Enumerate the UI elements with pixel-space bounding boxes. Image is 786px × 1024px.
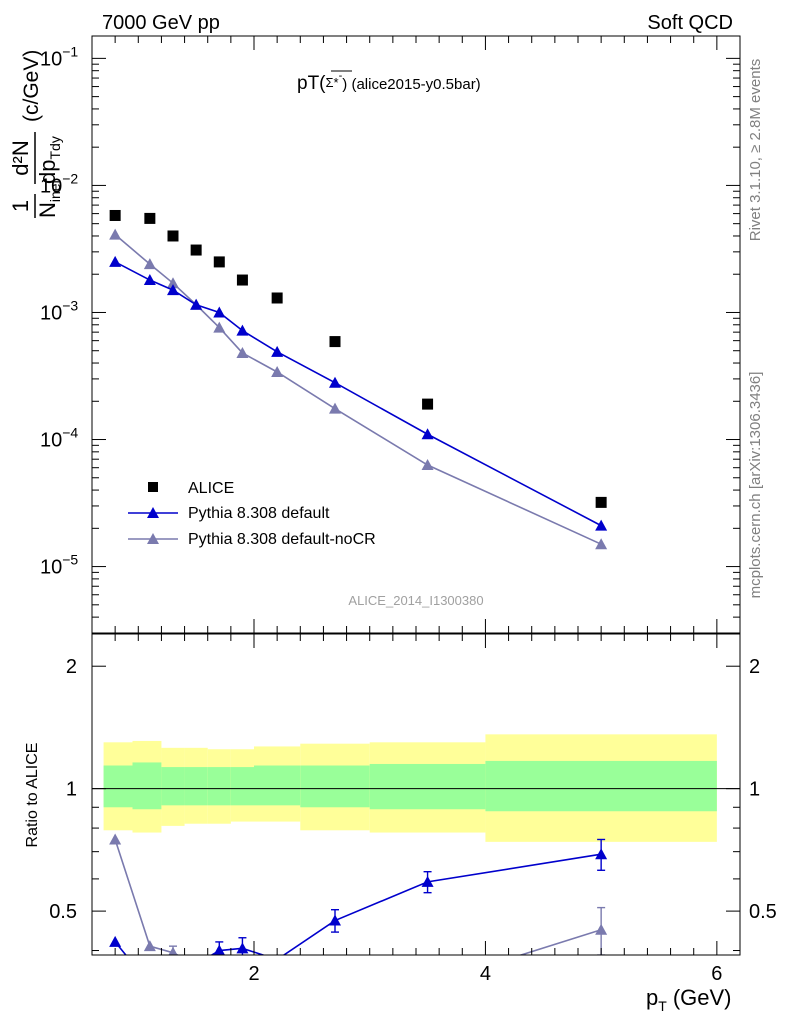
main-alice-point bbox=[329, 336, 341, 348]
main-nocr-point bbox=[271, 365, 284, 377]
main-alice-point bbox=[190, 244, 202, 256]
main-default-point bbox=[109, 255, 122, 267]
main-nocr-point bbox=[167, 277, 179, 289]
x-tick-label: 6 bbox=[711, 963, 722, 985]
svg-text:(c/GeV): (c/GeV) bbox=[20, 50, 43, 122]
main-alice-point bbox=[167, 230, 179, 242]
ratio-y-tick-label: 2 bbox=[66, 656, 77, 678]
x-axis-label: pT (GeV) bbox=[646, 985, 732, 1014]
svg-text:1: 1 bbox=[8, 200, 33, 212]
ratio-default-point bbox=[236, 942, 249, 954]
ratio-band-inner bbox=[132, 762, 162, 810]
ratio-default-point bbox=[144, 979, 156, 990]
main-alice-point bbox=[595, 496, 607, 508]
ratio-nocr-point bbox=[236, 1014, 248, 1024]
main-y-tick-label: 10−3 bbox=[40, 297, 78, 324]
legend: ALICE Pythia 8.308 default Pythia 8.308 … bbox=[128, 480, 376, 548]
legend-alice-marker bbox=[148, 482, 158, 492]
main-y-tick-label: 10−5 bbox=[40, 552, 78, 579]
svg-text:dpTdy: dpTdy bbox=[35, 136, 63, 184]
main-default-point bbox=[595, 519, 608, 531]
main-y-tick-label: 10−2 bbox=[40, 170, 78, 197]
legend-nocr-label: Pythia 8.308 default-noCR bbox=[188, 531, 376, 548]
x-tick-label: 4 bbox=[480, 963, 491, 985]
ratio-band-inner bbox=[230, 767, 254, 806]
ratio-default-point bbox=[213, 944, 225, 955]
main-y-tick-label: 10−4 bbox=[40, 425, 78, 452]
header-category-label: Soft QCD bbox=[647, 12, 733, 34]
main-y-tick-label: 10−1 bbox=[40, 43, 78, 70]
main-alice-point bbox=[144, 212, 156, 224]
legend-alice-label: ALICE bbox=[188, 480, 234, 497]
ratio-default-point bbox=[109, 935, 122, 947]
ratio-y-tick-label: 0.5 bbox=[49, 901, 77, 923]
ratio-y-tick-label-right: 0.5 bbox=[749, 901, 777, 923]
main-alice-point bbox=[213, 256, 225, 268]
ratio-nocr-point bbox=[190, 958, 202, 969]
ratio-default-point bbox=[329, 914, 341, 926]
ratio-nocr-point bbox=[213, 995, 225, 1006]
main-default-point bbox=[329, 376, 341, 388]
ratio-nocr-point bbox=[109, 833, 122, 845]
ratio-band-inner bbox=[485, 760, 717, 812]
main-default-point bbox=[271, 345, 284, 357]
ratio-y-tick-label: 1 bbox=[66, 779, 77, 801]
main-default-line bbox=[114, 261, 602, 527]
main-alice-point bbox=[109, 209, 121, 221]
main-default-point bbox=[190, 298, 203, 310]
main-nocr-point bbox=[595, 538, 608, 550]
main-nocr-point bbox=[236, 346, 249, 358]
svg-text:d²N: d²N bbox=[8, 140, 33, 175]
ratio-default-line bbox=[114, 853, 602, 955]
legend-nocr-marker bbox=[147, 533, 159, 544]
main-alice-point bbox=[422, 398, 434, 410]
ratio-band-inner bbox=[369, 763, 486, 810]
header-energy-label: 7000 GeV pp bbox=[102, 12, 220, 34]
main-default-point bbox=[236, 324, 249, 336]
ratio-default-point bbox=[167, 956, 179, 967]
analysis-watermark: ALICE_2014_I1300380 bbox=[348, 593, 483, 608]
ratio-band-inner bbox=[161, 767, 185, 806]
main-nocr-point bbox=[109, 228, 122, 240]
ratio-nocr-point bbox=[143, 940, 156, 952]
plot-title: pT(Σ*-) (alice2015-y0.5bar) bbox=[297, 70, 481, 94]
ratio-nocr-point bbox=[422, 979, 434, 990]
ratio-nocr-point bbox=[168, 946, 178, 955]
y-axis-label-ratio: Ratio to ALICE bbox=[24, 743, 41, 848]
legend-default-marker bbox=[147, 507, 159, 518]
main-nocr-point bbox=[421, 459, 434, 471]
main-default-point bbox=[421, 428, 434, 440]
ratio-default-point bbox=[190, 958, 202, 969]
ratio-band-inner bbox=[184, 767, 208, 806]
main-nocr-point bbox=[329, 402, 341, 414]
x-tick-label: 2 bbox=[248, 963, 259, 985]
main-default-point bbox=[143, 274, 156, 286]
ratio-band-inner bbox=[300, 765, 370, 808]
ratio-default-point bbox=[595, 848, 608, 860]
main-default-point bbox=[167, 284, 179, 296]
ratio-band-inner bbox=[103, 765, 133, 808]
ratio-nocr-line bbox=[114, 839, 602, 955]
ratio-y-tick-label-right: 1 bbox=[749, 779, 760, 801]
ratio-band-inner bbox=[207, 767, 231, 806]
main-default-point bbox=[213, 306, 226, 318]
main-alice-point bbox=[271, 292, 283, 304]
rivet-version-label: Rivet 3.1.10, ≥ 2.8M events bbox=[747, 59, 764, 242]
ratio-nocr-point bbox=[271, 1021, 283, 1024]
main-alice-point bbox=[236, 274, 248, 286]
y-axis-label-main: 1 Ninel d²N dpTdy (c/GeV) bbox=[8, 50, 63, 218]
ratio-nocr-point bbox=[329, 995, 341, 1006]
ratio-band-inner bbox=[254, 765, 301, 806]
plot-title-particle: Σ* bbox=[326, 75, 339, 90]
svg-text:Ninel: Ninel bbox=[35, 180, 63, 218]
legend-default-label: Pythia 8.308 default bbox=[188, 505, 330, 522]
ratio-y-tick-label-right: 2 bbox=[749, 656, 760, 678]
mcplots-credit-label: mcplots.cern.ch [arXiv:1306.3436] bbox=[747, 372, 764, 599]
main-nocr-line bbox=[114, 234, 602, 545]
main-nocr-point bbox=[143, 258, 156, 270]
ratio-default-point bbox=[421, 875, 434, 887]
main-nocr-point bbox=[213, 321, 226, 333]
ratio-nocr-point bbox=[595, 923, 608, 935]
